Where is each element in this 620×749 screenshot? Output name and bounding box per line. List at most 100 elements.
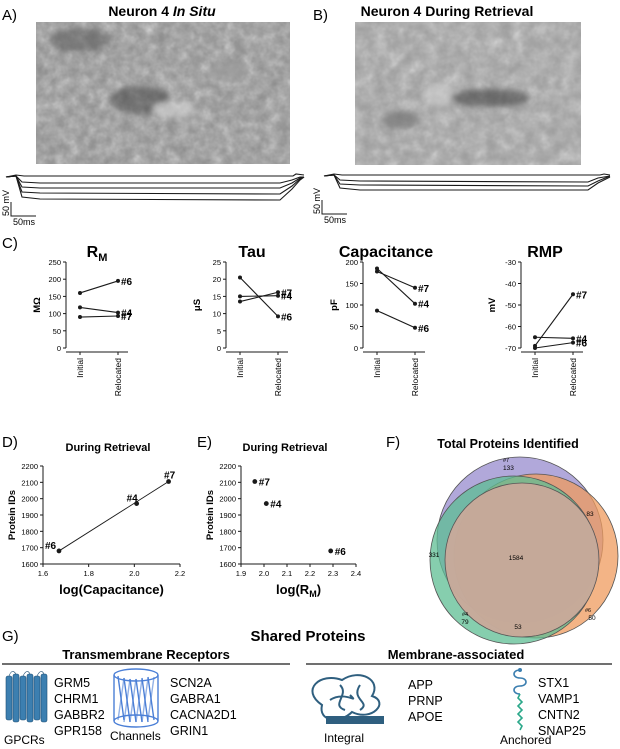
- protein-grin1: GRIN1: [170, 724, 208, 738]
- data-point: [276, 314, 280, 319]
- scale-mv-a: 50 mV: [1, 190, 11, 216]
- data-point: [238, 275, 242, 280]
- panel-c-letter: C): [2, 235, 18, 252]
- y-tick-label: 250: [48, 258, 61, 267]
- point-label: #4: [127, 494, 139, 505]
- protein-gabra1: GABRA1: [170, 692, 221, 706]
- venn-count-7: 133: [503, 465, 514, 472]
- shared-title: Shared Proteins: [250, 628, 365, 645]
- y-axis-label: pF: [329, 299, 340, 311]
- data-point: [263, 501, 269, 506]
- protein-vamp1: VAMP1: [538, 692, 579, 706]
- series-line: [79, 306, 119, 314]
- y-tick-label: 5: [217, 327, 221, 336]
- protein-grm5: GRM5: [54, 676, 90, 690]
- x-tick-label: Initial: [372, 358, 382, 378]
- x-tick-label: Relocated: [273, 358, 283, 397]
- data-point: [116, 310, 120, 315]
- series-label: #4: [576, 334, 588, 345]
- protein-snap25: SNAP25: [538, 724, 586, 738]
- chart-d-scatter: During Retrieval 1600 1700 1800 1900 2000 2100…: [7, 442, 185, 597]
- x-axis-label: log(Capacitance): [59, 582, 164, 597]
- protein-apoe: APOE: [408, 710, 443, 724]
- y-tick-label: 25: [213, 258, 221, 267]
- data-point: [571, 292, 575, 297]
- y-axis-label: μS: [192, 299, 203, 311]
- y-axis-label: mV: [487, 297, 498, 312]
- group-title-transmembrane: Transmembrane Receptors: [62, 647, 230, 662]
- protein-chrm1: CHRM1: [54, 692, 98, 706]
- y-tick-label: 2000: [21, 495, 38, 504]
- venn-count-4-6: 53: [514, 624, 522, 631]
- y-tick-label: 2100: [21, 478, 38, 487]
- y-tick-label: 20: [213, 275, 221, 284]
- data-point: [328, 548, 334, 554]
- y-tick-label: 1600: [219, 560, 236, 569]
- series-label: #6: [121, 277, 133, 288]
- y-tick-label: 2200: [219, 462, 236, 471]
- y-tick-label: 0: [354, 344, 358, 353]
- venn-center: [444, 482, 600, 638]
- point-label: #4: [270, 500, 282, 511]
- data-point: [571, 340, 575, 345]
- x-axis-label: log(RM): [276, 582, 321, 599]
- traces-b: [323, 173, 611, 191]
- y-tick-label: 100: [345, 301, 358, 310]
- chart-title: During Retrieval: [66, 442, 151, 454]
- data-point: [78, 305, 82, 310]
- gpcr-label: GPCRs: [4, 733, 45, 747]
- venn-count-7-4: 331: [429, 552, 440, 559]
- venn-label-6: #6: [585, 608, 591, 614]
- gpcr-icon: [5, 671, 48, 723]
- data-point: [166, 479, 171, 484]
- point-label: #7: [259, 478, 271, 489]
- data-point: [252, 479, 258, 484]
- point-label: #6: [45, 541, 57, 552]
- y-tick-label: -60: [505, 323, 516, 332]
- venn-count-7-6: 83: [586, 511, 594, 518]
- channel-label: Channels: [110, 729, 161, 743]
- panel-b-letter: B): [313, 7, 328, 24]
- chart-rmp: RMP -70 -60 -50 -40 -30 Initial Relocated mV #7 #4…: [487, 244, 588, 396]
- data-point: [276, 293, 280, 298]
- data-point: [375, 266, 379, 271]
- panel-f-letter: F): [386, 434, 400, 451]
- channel-icon: [113, 668, 159, 728]
- series-line: [79, 315, 119, 318]
- venn-title: Total Proteins Identified: [437, 437, 578, 451]
- x-tick-label: Initial: [75, 358, 85, 378]
- series-label: #7: [121, 312, 133, 323]
- y-tick-label: 1800: [21, 527, 38, 536]
- chart-e-scatter: During Retrieval 1600 1700 1800 1900 2000 2100…: [205, 442, 361, 599]
- y-tick-label: -40: [505, 280, 516, 289]
- point-label: #6: [335, 547, 347, 558]
- venn-count-4: 79: [461, 619, 469, 626]
- series-label: #4: [121, 309, 133, 320]
- venn-label-4: #4: [462, 612, 468, 618]
- data-point: [375, 269, 379, 274]
- panel-a-title: Neuron 4 In Situ: [108, 3, 216, 19]
- protein-scn2a: SCN2A: [170, 676, 212, 690]
- fit-line: [58, 481, 169, 552]
- y-tick-label: 200: [345, 258, 358, 267]
- series-label: #7: [281, 288, 293, 299]
- data-point: [78, 315, 82, 320]
- chart-title: Tau: [238, 244, 265, 261]
- series-label: #7: [418, 284, 430, 295]
- venn-count-6: 50: [588, 615, 596, 622]
- scale-ms-b: 50ms: [324, 215, 347, 225]
- x-tick-label: 2.0: [259, 569, 269, 578]
- y-tick-label: -30: [505, 258, 516, 267]
- chart-title: Capacitance: [339, 244, 433, 261]
- protein-cacna2d1: CACNA2D1: [170, 708, 237, 722]
- chart-title: During Retrieval: [243, 442, 328, 454]
- y-tick-label: 1600: [21, 560, 38, 569]
- data-point: [571, 336, 575, 341]
- integral-label: Integral: [324, 731, 364, 745]
- chart-tau: Tau 0 5 10 15 20 25 Initial Relocated μS #7#4 #6: [192, 244, 293, 396]
- series-line: [376, 268, 416, 305]
- data-point: [375, 308, 379, 313]
- chart-title: RMP: [527, 244, 563, 261]
- series-label: #7: [576, 290, 588, 301]
